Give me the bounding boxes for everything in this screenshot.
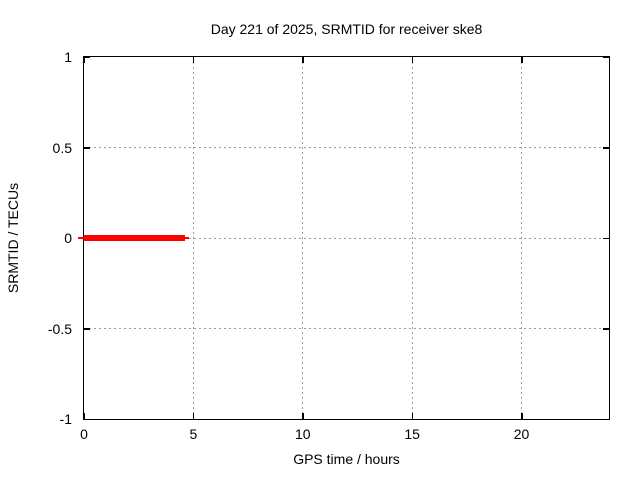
x-tick-bottom xyxy=(411,412,414,419)
y-tick-left xyxy=(83,147,90,149)
h-gridline xyxy=(83,237,609,239)
y-tick-label: 1 xyxy=(64,49,72,65)
plot-area xyxy=(78,55,610,420)
x-tick-top xyxy=(521,56,523,63)
y-axis-label: SRMTID / TECUs xyxy=(5,182,21,294)
y-tick-label: -0.5 xyxy=(47,320,72,337)
y-tick-right xyxy=(602,418,609,420)
x-tick-bottom xyxy=(521,412,523,419)
y-tick-right xyxy=(602,147,609,149)
x-tick-label: 15 xyxy=(404,426,420,442)
x-tick-top xyxy=(83,56,85,63)
x-tick-bottom xyxy=(192,412,195,419)
y-tick-left xyxy=(83,56,90,58)
y-tick-label: 0.5 xyxy=(52,139,72,156)
y-tick-right xyxy=(602,328,609,330)
x-axis-label: GPS time / hours xyxy=(293,451,400,467)
x-tick-label: 5 xyxy=(189,426,198,442)
x-tick-label: 10 xyxy=(294,426,311,442)
y-tick-label: -1 xyxy=(59,411,72,427)
h-gridline xyxy=(83,147,609,148)
series-line-srmtid xyxy=(83,234,186,241)
x-tick-top xyxy=(411,56,414,63)
x-tick-label: 0 xyxy=(80,426,88,442)
y-tick-right xyxy=(602,237,609,239)
h-gridline xyxy=(83,328,609,329)
y-tick-label: 0 xyxy=(64,230,72,246)
x-tick-label: 20 xyxy=(513,426,530,442)
x-tick-bottom xyxy=(302,412,304,419)
x-tick-top xyxy=(302,56,304,63)
chart-title: Day 221 of 2025, SRMTID for receiver ske… xyxy=(210,21,483,37)
x-tick-bottom xyxy=(83,412,85,419)
y-tick-left xyxy=(83,328,90,330)
y-tick-left xyxy=(83,418,90,420)
x-tick-top xyxy=(192,56,195,63)
y-tick-right xyxy=(602,56,609,58)
